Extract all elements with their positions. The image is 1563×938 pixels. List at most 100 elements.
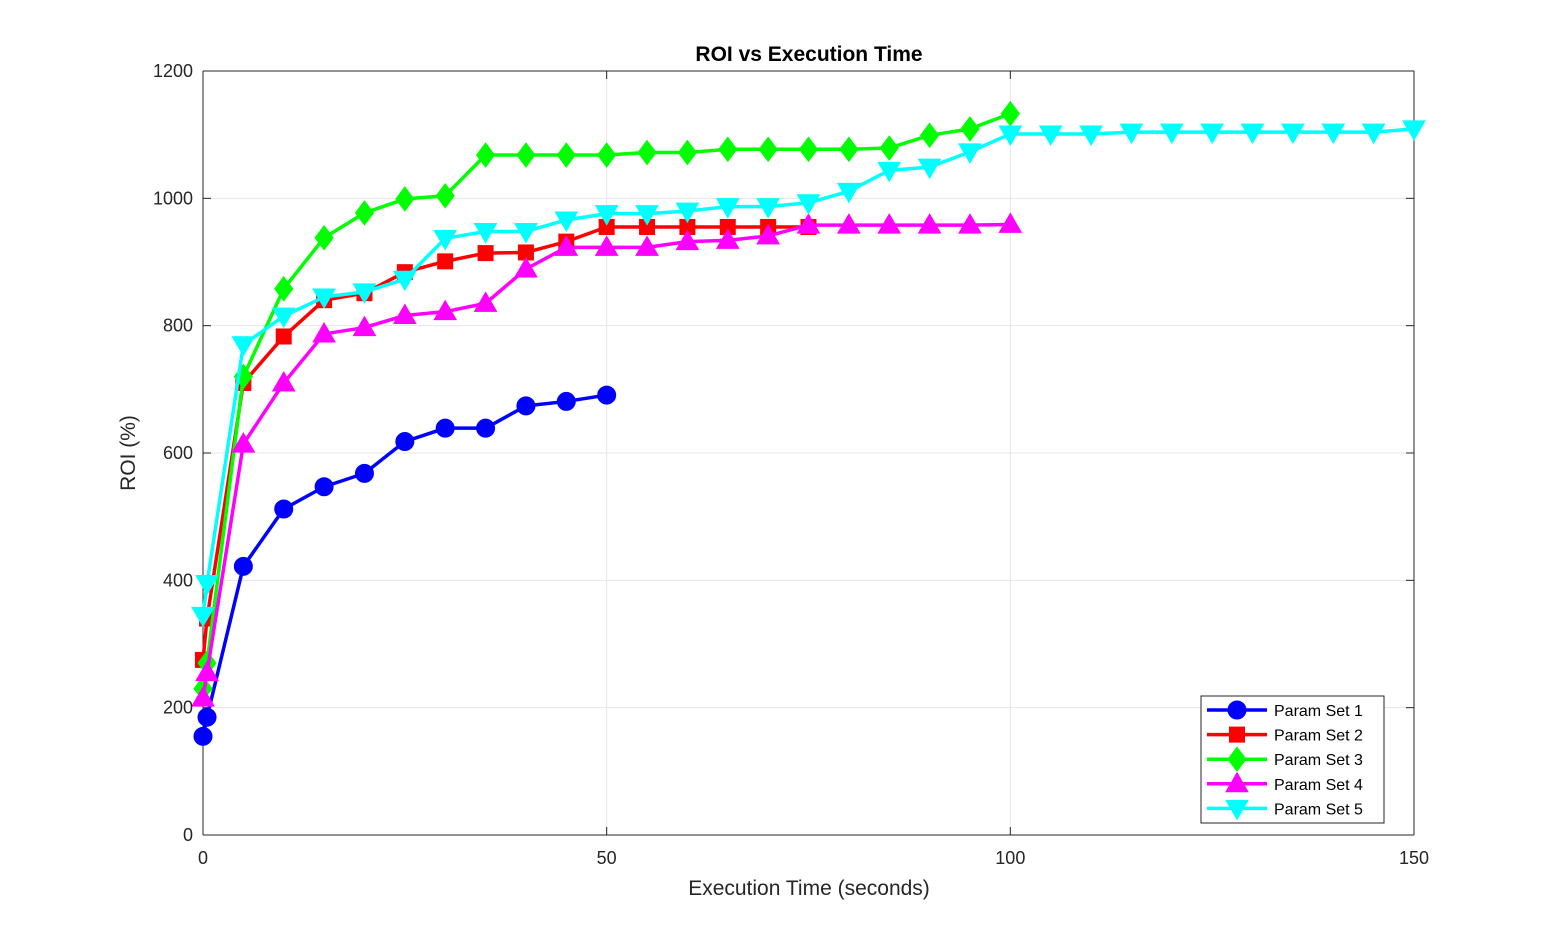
data-point	[877, 161, 902, 183]
tick-labels: 0 50 100 150 0 200 400 600 800 1000 1200	[153, 61, 1429, 868]
data-point	[231, 336, 256, 357]
data-point	[554, 235, 579, 256]
data-point	[675, 229, 700, 251]
legend-label: Param Set 2	[1274, 728, 1363, 745]
data-point	[312, 321, 336, 343]
y-tick-label: 800	[163, 316, 193, 336]
series-line	[201, 222, 1011, 699]
data-point	[516, 142, 536, 168]
data-point	[477, 245, 494, 262]
data-point	[354, 200, 375, 226]
legend-item: Param Set 5	[1207, 799, 1363, 821]
data-point	[1038, 125, 1063, 147]
data-point	[514, 257, 538, 278]
legend-marker	[1225, 771, 1249, 793]
axes	[202, 70, 1415, 836]
data-point	[435, 418, 455, 438]
data-point	[437, 253, 454, 270]
data-point	[917, 213, 942, 234]
y-tick-label: 1200	[153, 61, 193, 81]
data-point	[392, 270, 417, 292]
data-point	[314, 224, 334, 251]
data-point	[193, 726, 213, 746]
data-point	[395, 432, 415, 452]
x-axis-label: Execution Time (seconds)	[688, 877, 930, 900]
data-point	[718, 136, 738, 163]
legend-item: Param Set 3	[1207, 746, 1363, 773]
data-point	[1079, 125, 1103, 147]
data-point	[960, 116, 980, 142]
data-point	[1240, 123, 1265, 145]
data-point	[312, 288, 336, 310]
legend-item: Param Set 1	[1207, 700, 1363, 720]
data-point	[1402, 120, 1426, 141]
data-point	[1361, 123, 1386, 145]
data-point	[231, 432, 256, 453]
legend: Param Set 1 Param Set 2 Param Set 3 Param S…	[1200, 695, 1385, 824]
series-4	[191, 212, 1023, 707]
x-tick-label: 100	[995, 848, 1025, 868]
data-point	[473, 222, 498, 244]
series-group	[191, 100, 1426, 746]
data-point	[1119, 123, 1144, 145]
data-point	[476, 418, 496, 438]
x-tick-label: 50	[597, 848, 617, 868]
data-point	[473, 291, 498, 312]
data-point	[919, 122, 940, 149]
data-point	[271, 370, 296, 392]
data-point	[715, 198, 740, 219]
data-point	[796, 194, 821, 215]
data-point	[314, 477, 334, 497]
y-tick-label: 400	[163, 570, 193, 590]
legend-label: Param Set 3	[1274, 752, 1363, 769]
data-point	[274, 499, 294, 519]
data-point	[998, 125, 1023, 147]
data-point	[879, 135, 899, 161]
data-point	[597, 142, 617, 168]
data-point	[556, 142, 576, 168]
data-point	[958, 143, 982, 164]
y-tick-label: 200	[163, 698, 193, 718]
legend-label: Param Set 4	[1274, 777, 1363, 794]
data-point	[514, 222, 538, 244]
data-point	[191, 606, 215, 628]
data-point	[271, 307, 296, 329]
data-point	[354, 463, 374, 483]
data-point	[637, 139, 657, 166]
data-point	[839, 136, 859, 163]
legend-item: Param Set 4	[1207, 771, 1363, 794]
data-point	[475, 142, 496, 168]
data-point	[516, 396, 536, 416]
series-1	[193, 385, 617, 746]
legend-label: Param Set 1	[1274, 703, 1363, 720]
data-point	[554, 211, 579, 232]
legend-marker	[1227, 746, 1247, 773]
legend-marker	[1229, 726, 1245, 743]
data-point	[877, 213, 902, 234]
data-point	[958, 213, 982, 234]
data-point	[352, 283, 377, 304]
data-point	[392, 303, 417, 324]
data-point	[195, 575, 219, 596]
data-point	[635, 235, 659, 256]
data-point	[197, 707, 217, 727]
data-point	[433, 299, 458, 321]
data-point	[836, 182, 861, 204]
data-point	[275, 328, 292, 345]
data-point	[594, 235, 619, 256]
data-point	[1281, 123, 1305, 145]
x-tick-label: 0	[198, 848, 208, 868]
data-point	[796, 213, 821, 234]
data-point	[635, 205, 659, 226]
series-5	[191, 120, 1426, 628]
data-point	[756, 223, 781, 245]
y-tick-label: 1000	[153, 188, 193, 208]
data-point	[917, 158, 942, 180]
legend-marker	[1227, 700, 1247, 720]
data-point	[677, 139, 698, 166]
data-point	[758, 136, 778, 163]
data-point	[433, 229, 458, 251]
data-point	[195, 660, 219, 682]
legend-marker	[1225, 799, 1249, 821]
